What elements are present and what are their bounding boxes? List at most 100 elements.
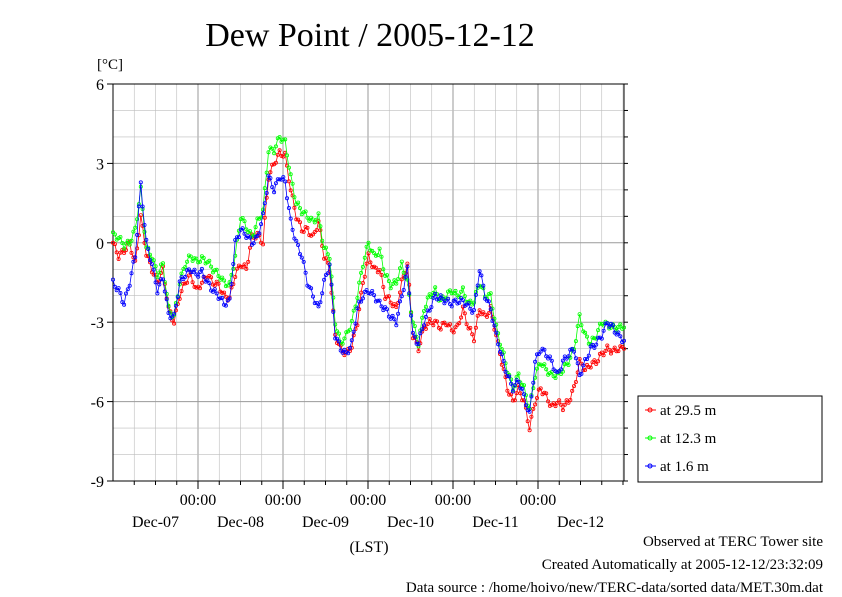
data-point bbox=[470, 332, 475, 337]
data-point bbox=[375, 253, 380, 258]
data-point bbox=[220, 295, 225, 300]
data-point bbox=[586, 353, 591, 358]
data-point bbox=[442, 320, 447, 325]
data-point bbox=[553, 375, 558, 380]
data-point bbox=[277, 148, 282, 153]
data-point bbox=[323, 256, 328, 261]
data-point bbox=[510, 389, 515, 394]
data-point bbox=[509, 377, 514, 382]
data-point bbox=[359, 299, 364, 304]
data-point bbox=[601, 353, 606, 358]
data-point bbox=[288, 172, 293, 177]
data-point bbox=[429, 320, 434, 325]
data-point bbox=[301, 210, 306, 215]
data-point bbox=[209, 264, 214, 269]
data-point bbox=[592, 336, 597, 341]
data-point bbox=[357, 299, 362, 304]
x-tick-time-label: 00:00 bbox=[265, 492, 301, 509]
data-point bbox=[473, 292, 478, 297]
data-point bbox=[460, 298, 465, 303]
data-point bbox=[325, 271, 330, 276]
data-point bbox=[516, 379, 521, 384]
data-point bbox=[407, 282, 412, 287]
data-point bbox=[477, 308, 482, 313]
data-point bbox=[240, 215, 245, 220]
data-point bbox=[401, 270, 406, 275]
data-point bbox=[122, 250, 127, 255]
data-point bbox=[359, 290, 364, 295]
data-point bbox=[327, 256, 332, 261]
series-line bbox=[112, 149, 625, 431]
data-point bbox=[305, 215, 310, 220]
data-point bbox=[481, 283, 486, 288]
data-point bbox=[272, 190, 277, 195]
data-point bbox=[525, 419, 530, 424]
data-point bbox=[396, 311, 401, 316]
data-point bbox=[360, 264, 365, 269]
data-point bbox=[401, 287, 406, 292]
data-point bbox=[188, 254, 193, 259]
data-point bbox=[559, 402, 564, 407]
data-point bbox=[286, 179, 291, 184]
data-point bbox=[259, 222, 264, 227]
data-point bbox=[433, 285, 438, 290]
data-point bbox=[349, 318, 354, 323]
data-point bbox=[173, 308, 178, 313]
data-point bbox=[201, 255, 206, 260]
data-point bbox=[416, 344, 421, 349]
data-point bbox=[553, 404, 558, 409]
data-point bbox=[124, 291, 129, 296]
data-point bbox=[410, 330, 415, 335]
data-point bbox=[111, 277, 116, 282]
data-point bbox=[412, 334, 417, 339]
data-point bbox=[594, 342, 599, 347]
data-point bbox=[512, 383, 517, 388]
data-point bbox=[477, 269, 482, 274]
data-point bbox=[329, 274, 334, 279]
data-point bbox=[423, 326, 428, 331]
data-point bbox=[388, 286, 393, 291]
data-point bbox=[268, 176, 273, 181]
data-point bbox=[299, 255, 304, 260]
data-point bbox=[236, 235, 241, 240]
data-point bbox=[384, 307, 389, 312]
data-point bbox=[527, 409, 532, 414]
data-point bbox=[618, 322, 623, 327]
data-point bbox=[116, 256, 121, 261]
data-point bbox=[409, 313, 414, 318]
data-point bbox=[520, 386, 525, 391]
data-point bbox=[125, 287, 130, 292]
data-point bbox=[338, 348, 343, 353]
data-point bbox=[309, 286, 314, 291]
data-point bbox=[557, 398, 562, 403]
data-point bbox=[314, 300, 319, 305]
data-point bbox=[523, 403, 528, 408]
data-point bbox=[116, 286, 121, 291]
data-point bbox=[377, 246, 382, 251]
data-point bbox=[222, 290, 227, 295]
data-point bbox=[581, 368, 586, 373]
data-point bbox=[586, 364, 591, 369]
data-point bbox=[459, 315, 464, 320]
data-point bbox=[247, 235, 252, 240]
data-point bbox=[127, 242, 132, 247]
x-tick-time-label: 00:00 bbox=[180, 492, 216, 509]
data-point bbox=[436, 296, 441, 301]
data-point bbox=[318, 224, 323, 229]
data-point bbox=[135, 246, 140, 251]
data-point bbox=[414, 341, 419, 346]
data-point bbox=[301, 259, 306, 264]
data-point bbox=[536, 351, 541, 356]
data-point bbox=[572, 384, 577, 389]
data-point bbox=[484, 314, 489, 319]
data-point bbox=[279, 177, 284, 182]
data-point bbox=[579, 323, 584, 328]
data-point bbox=[262, 186, 267, 191]
data-point bbox=[486, 311, 491, 316]
data-point bbox=[135, 217, 140, 222]
data-point bbox=[573, 339, 578, 344]
data-point bbox=[535, 395, 540, 400]
data-point bbox=[562, 402, 567, 407]
data-point bbox=[616, 324, 621, 329]
data-point bbox=[310, 294, 315, 299]
